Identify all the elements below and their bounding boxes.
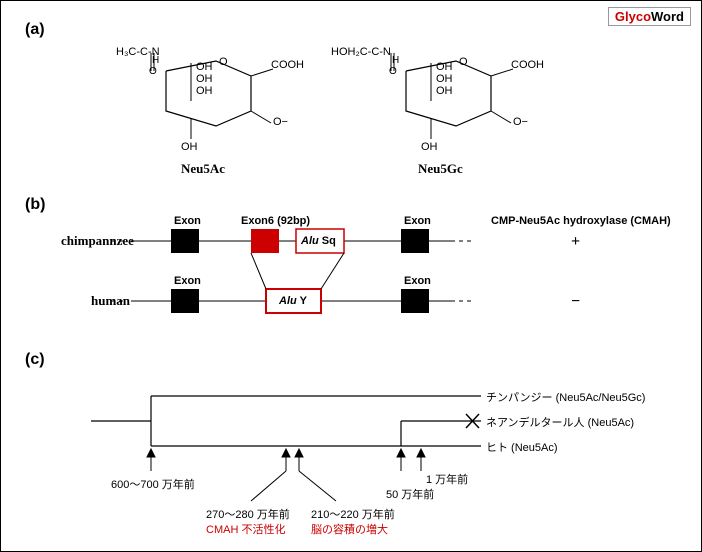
mol1-oh3: OH bbox=[196, 85, 213, 97]
chimp-alu: Alu Sq bbox=[301, 235, 336, 247]
mol2-oh3: OH bbox=[436, 85, 453, 97]
panel-c-label: (c) bbox=[25, 351, 45, 369]
human-label: human bbox=[91, 293, 130, 309]
mol2-oh1: OH bbox=[436, 61, 453, 73]
time-t2b-note: 脳の容積の増大 bbox=[311, 521, 388, 537]
enzyme-label: CMP-Neu5Ac hydroxylase (CMAH) bbox=[491, 215, 671, 227]
mol1-oh2: OH bbox=[196, 73, 213, 85]
mol2-ominus: O− bbox=[513, 116, 528, 128]
chimp-exon6: Exon6 (92bp) bbox=[241, 215, 310, 227]
panel-a-label: (a) bbox=[25, 21, 45, 39]
mol2-topgroup: HOH₂C-C-N bbox=[331, 46, 391, 58]
mol1-cooh: COOH bbox=[271, 59, 304, 71]
logo-part1: Glyco bbox=[615, 9, 651, 24]
logo: GlycoWord bbox=[608, 7, 691, 26]
time-t3: 50 万年前 bbox=[386, 486, 434, 502]
human-sign: − bbox=[571, 293, 580, 311]
mol1-sub-o: O bbox=[149, 66, 157, 77]
time-t2b: 210～220 万年前 bbox=[311, 506, 395, 522]
chimp-label: chimpannzee bbox=[61, 233, 134, 249]
mol2-name: Neu5Gc bbox=[418, 161, 463, 177]
human-exon-l: Exon bbox=[174, 275, 201, 287]
mol1-ominus: O− bbox=[273, 116, 288, 128]
mol2-cooh: COOH bbox=[511, 59, 544, 71]
human-exon-r: Exon bbox=[404, 275, 431, 287]
human-alu: Alu Y bbox=[279, 295, 307, 307]
panel-b-label: (b) bbox=[25, 196, 45, 214]
time-t2a: 270～280 万年前 bbox=[206, 506, 290, 522]
mol1-sub-h: H bbox=[152, 55, 159, 66]
chimp-sign: + bbox=[571, 233, 580, 251]
taxon-human: ヒト (Neu5Ac) bbox=[486, 439, 558, 455]
time-t4: 1 万年前 bbox=[426, 471, 468, 487]
taxon-chimp: チンパンジー (Neu5Ac/Neu5Gc) bbox=[486, 389, 645, 405]
time-t2a-note: CMAH 不活性化 bbox=[206, 521, 285, 537]
mol2-bottom-oh: OH bbox=[421, 141, 438, 153]
svg-text:O: O bbox=[459, 56, 468, 68]
chimp-exon-r: Exon bbox=[404, 215, 431, 227]
mol1-oh1: OH bbox=[196, 61, 213, 73]
taxon-neand: ネアンデルタール人 (Neu5Ac) bbox=[486, 414, 634, 430]
svg-text:O: O bbox=[219, 56, 228, 68]
mol1-bottom-oh: OH bbox=[181, 141, 198, 153]
mol1-name: Neu5Ac bbox=[181, 161, 225, 177]
time-t1: 600～700 万年前 bbox=[111, 476, 195, 492]
logo-part2: Word bbox=[651, 9, 684, 24]
mol2-sub-h: H bbox=[392, 55, 399, 66]
chimp-exon-l: Exon bbox=[174, 215, 201, 227]
mol2-oh2: OH bbox=[436, 73, 453, 85]
mol2-sub-o: O bbox=[389, 66, 397, 77]
